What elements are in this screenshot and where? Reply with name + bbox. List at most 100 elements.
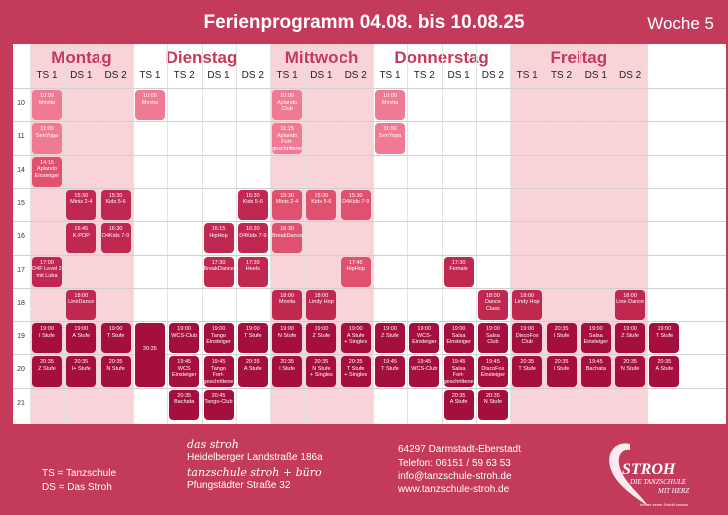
course-block[interactable]: 19:00 A Stufe: [66, 323, 97, 354]
course-block[interactable]: 20:35 I Stufe: [546, 323, 577, 354]
row-divider: [13, 287, 726, 289]
course-block[interactable]: 20:45 Tango-Club: [203, 389, 234, 420]
course-block[interactable]: 20:35 N Stufe: [615, 356, 646, 387]
logo-sub1-text: DIE TANZSCHULE: [629, 478, 687, 486]
day-name: Dienstag: [165, 48, 238, 67]
row-divider: [13, 187, 726, 189]
course-block[interactable]: 16:30 D4Kids 7-9: [100, 223, 131, 254]
course-block[interactable]: 19:00 A Stufe + Singles: [340, 323, 371, 354]
course-block[interactable]: 19:00 I Stufe: [32, 323, 62, 354]
course-block[interactable]: 11:00 SenYoga: [32, 123, 62, 154]
course-block[interactable]: 18:00 Line Dance: [615, 289, 646, 321]
column-divider: [578, 44, 580, 424]
row-divider: [13, 387, 726, 389]
logo-tagline: Immer einen Schritt voraus: [640, 502, 688, 507]
course-block[interactable]: 11:00 SenYoga: [375, 123, 405, 154]
course-block[interactable]: 17:30 Heels: [237, 256, 268, 287]
course-block[interactable]: 18:00 LineDance: [66, 289, 97, 321]
course-block[interactable]: 19:00 WCS- Einsteiger: [409, 323, 440, 354]
course-block[interactable]: 19:45 Salsa Fort-geschrittene: [443, 356, 474, 387]
course-block[interactable]: 20:35 A Stufe: [443, 389, 474, 420]
course-block[interactable]: 11:15 Aplando Fort-geschrittene: [272, 123, 303, 154]
course-block[interactable]: 20:35 A Stufe: [237, 356, 268, 387]
column-divider: [167, 44, 169, 424]
column-divider: [304, 44, 306, 424]
logo-sub2-text: MIT HERZ: [657, 487, 689, 495]
course-block[interactable]: 15:30 Minis 2-4: [272, 189, 303, 221]
course-block[interactable]: 19:45 T Stufe: [375, 356, 405, 387]
logo-main-text: STROH: [622, 461, 676, 478]
course-block[interactable]: 17:30 BreakDance: [203, 256, 234, 287]
column-divider: [647, 44, 649, 424]
course-block[interactable]: 19:00 T Stufe: [237, 323, 268, 354]
course-block[interactable]: 20:35 T Stufe + Singles: [340, 356, 371, 387]
course-block[interactable]: 10:00 Aplando Club: [272, 90, 303, 121]
course-block[interactable]: 20:35 I Stufe: [546, 356, 577, 387]
course-block[interactable]: 19:45 Bachata: [580, 356, 611, 387]
course-block[interactable]: 19:00 DiscoFox Club: [512, 323, 543, 354]
course-block[interactable]: 15:30 Kids 5-6: [237, 189, 268, 221]
course-block[interactable]: 14:15 Aplando Einsteiger: [32, 156, 62, 187]
course-block[interactable]: 19:45 DiscoFox Einsteiger: [477, 356, 508, 387]
course-block[interactable]: 19:00 Z Stufe: [615, 323, 646, 354]
course-block[interactable]: 19:00 Z Stufe: [375, 323, 405, 354]
course-block[interactable]: 19:00 Z Stufe: [306, 323, 337, 354]
course-block[interactable]: 18:00 Lindy Hop: [512, 289, 543, 321]
email-link[interactable]: info@tanzschule-stroh.de: [398, 471, 512, 482]
course-block[interactable]: 18:00 Dance Class: [477, 289, 508, 321]
column-divider: [613, 44, 615, 424]
course-block[interactable]: 19:45 Tango Fort-geschrittene: [203, 356, 234, 387]
column-divider: [132, 44, 134, 424]
day-name: Freitag: [550, 48, 608, 67]
course-block[interactable]: 18:00 Lindy Hop: [306, 289, 337, 321]
course-block[interactable]: 20:35 N Stufe: [477, 389, 508, 420]
course-block[interactable]: 19:00 Tango Einsteiger: [203, 323, 234, 354]
brand-tanzschule: tanzschule stroh + büro: [187, 466, 322, 479]
course-block[interactable]: 19:00 N Stufe: [272, 323, 303, 354]
course-block[interactable]: 18:00 Movita: [272, 289, 303, 321]
course-block[interactable]: 15:30 Minis 2-4: [66, 189, 97, 221]
row-divider: [13, 221, 726, 223]
course-block[interactable]: 15:30 Kids 5-6: [306, 189, 337, 221]
course-block[interactable]: 10:00 Movita: [134, 90, 165, 121]
course-block[interactable]: 19:00 T Stufe: [100, 323, 131, 354]
course-block[interactable]: 19:00 Salsa Einsteiger: [580, 323, 611, 354]
row-divider: [13, 121, 726, 123]
course-block[interactable]: 15:30 D4Kids 7-9: [340, 189, 371, 221]
course-block[interactable]: 19:00 WCS-Club: [169, 323, 200, 354]
row-divider: [13, 88, 726, 89]
course-block[interactable]: 17:30 Female: [443, 256, 474, 287]
legend-ts: TS = Tanzschule: [42, 468, 117, 479]
course-block[interactable]: 15:30 Kids 5-6: [100, 189, 131, 221]
course-block[interactable]: 20:35: [134, 323, 165, 387]
course-block[interactable]: 16:30 BreakDance: [272, 223, 303, 254]
column-divider: [510, 44, 512, 424]
course-block[interactable]: 20:35 I Stufe: [272, 356, 303, 387]
row-divider: [13, 354, 726, 356]
course-block[interactable]: 20:35 A Stufe: [649, 356, 680, 387]
course-block[interactable]: 19:00 T Stufe: [649, 323, 680, 354]
course-block[interactable]: 19:45 WCS Einsteiger: [169, 356, 200, 387]
hour-label: 19: [17, 333, 25, 341]
website-link[interactable]: www.tanzschule-stroh.de: [398, 484, 510, 495]
course-block[interactable]: 19:45 WCS-Club: [409, 356, 440, 387]
course-block[interactable]: 10:00 Movita: [375, 90, 405, 121]
column-divider: [30, 44, 31, 424]
course-block[interactable]: 17:00 D4F Level 2 mit Luba: [32, 256, 62, 287]
course-block[interactable]: 20:35 Bachata: [169, 389, 200, 420]
course-block[interactable]: 20:35 Z Stufe: [32, 356, 62, 387]
course-block[interactable]: 16:30 D4Kids 7-9: [237, 223, 268, 254]
course-block[interactable]: 20:35 N Stufe + Singles: [306, 356, 337, 387]
column-divider: [441, 44, 443, 424]
course-block[interactable]: 19:00 Salsa Einsteiger: [443, 323, 474, 354]
phone: Telefon: 06151 / 59 63 53: [398, 458, 511, 469]
course-block[interactable]: 16:15 HipHop: [203, 223, 234, 254]
course-block[interactable]: 19:00 Salsa Club: [477, 323, 508, 354]
course-block[interactable]: 20:35 T Stufe: [512, 356, 543, 387]
course-block[interactable]: 10:00 Movita: [32, 90, 62, 121]
course-block[interactable]: 16:45 K-POP: [66, 223, 97, 254]
city: 64297 Darmstadt-Eberstadt: [398, 444, 521, 455]
course-block[interactable]: 20:35 I+ Stufe: [66, 356, 97, 387]
course-block[interactable]: 17:45 HipHop: [340, 256, 371, 287]
course-block[interactable]: 20:35 N Stufe: [100, 356, 131, 387]
